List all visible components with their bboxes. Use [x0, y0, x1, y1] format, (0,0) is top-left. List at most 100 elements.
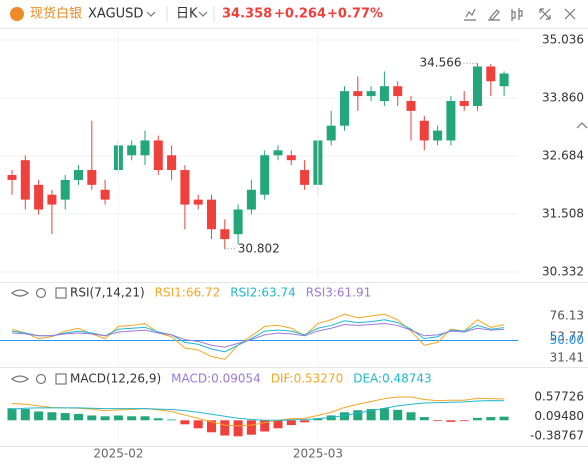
histogram-bar [486, 417, 496, 421]
histogram-bar [233, 420, 243, 437]
tool-button[interactable] [511, 8, 523, 21]
candle-body [127, 145, 137, 156]
histogram-bar [180, 420, 190, 425]
histogram-bar [193, 420, 203, 429]
y-tick-label: -0.38767 [530, 428, 584, 442]
indicator-line [11, 396, 505, 427]
symbol[interactable]: XAGUSD [88, 7, 143, 22]
candle-body [153, 140, 163, 171]
histogram-bar [379, 408, 389, 421]
x-tick-label: 2025-03 [293, 447, 343, 461]
candle-body [366, 91, 376, 97]
histogram-bar [366, 409, 376, 421]
histogram-bar [433, 420, 443, 422]
candle-body [353, 91, 363, 97]
histogram-bar [34, 411, 44, 421]
candle-body [180, 170, 190, 205]
histogram-bar [246, 420, 256, 435]
candle-body [60, 179, 70, 200]
visibility-toggle[interactable] [10, 375, 30, 383]
indicator-title: MACD(12,26,9) [70, 372, 161, 386]
histogram-bar [273, 420, 283, 429]
histogram-bar [153, 418, 163, 421]
dropdown-arrow[interactable] [146, 11, 156, 17]
histogram-bar [47, 412, 57, 421]
x-tick-label: 2025-02 [93, 447, 143, 461]
legend-entry: DEA:0.48743 [353, 372, 432, 386]
candle-body [286, 155, 296, 161]
candle-body [473, 66, 482, 106]
histogram-bar [300, 420, 310, 423]
y-tick-label: 32.684 [542, 149, 584, 163]
visibility-toggle[interactable] [10, 289, 30, 297]
histogram-bar [127, 416, 137, 421]
candle-body [20, 160, 30, 200]
candle-body [433, 130, 443, 141]
histogram-bar [74, 413, 83, 421]
histogram-bar [60, 413, 70, 421]
candle-body [326, 125, 336, 141]
candle-body [499, 73, 509, 87]
histogram-bar [313, 418, 323, 421]
candle-body [100, 189, 110, 200]
candle-body [246, 189, 256, 210]
candle-body [419, 120, 429, 141]
candle-body [7, 174, 17, 180]
y-tick-label: 0.09480 [534, 409, 584, 423]
y-tick-label: 76.13 [550, 308, 584, 322]
dropdown-arrow[interactable] [198, 11, 208, 17]
expand-button[interactable] [55, 287, 67, 299]
candle-body [379, 86, 389, 102]
settings-button[interactable] [35, 287, 47, 299]
indicator-line [11, 319, 505, 353]
histogram-bar [20, 409, 30, 421]
period[interactable]: 日K [176, 7, 198, 22]
candle-body [300, 170, 310, 185]
candle-body [167, 155, 177, 171]
candle-body [273, 150, 283, 156]
y-tick-label: 0.57726 [534, 390, 584, 404]
collapse-button[interactable] [576, 122, 588, 129]
price-change: +0.264 [274, 7, 326, 22]
candle-body [406, 101, 416, 111]
histogram-bar [419, 417, 429, 421]
candle-body [233, 209, 243, 235]
candle-body [220, 229, 230, 240]
indicator-title: RSI(7,14,21) [70, 286, 145, 300]
candle-body [459, 101, 469, 106]
price-change-pct: +0.77% [327, 7, 383, 22]
histogram-bar [286, 420, 296, 426]
expand-button[interactable] [55, 373, 67, 385]
close-button[interactable] [564, 8, 576, 20]
histogram-bar [113, 415, 123, 421]
candle-body [207, 199, 216, 230]
histogram-bar [140, 416, 150, 421]
y-tick-label: 31.41 [550, 351, 584, 365]
settings-button[interactable] [35, 373, 47, 385]
y-tick-label: 50.00 [550, 333, 584, 347]
legend-entry: RSI2:63.74 [230, 286, 296, 300]
candle-body [486, 66, 496, 82]
candle-body [74, 170, 83, 180]
histogram-bar [459, 420, 469, 422]
histogram-bar [207, 420, 216, 433]
max-annotation: 34.566 [420, 56, 462, 70]
tool-button[interactable] [464, 8, 476, 21]
candle-body [193, 199, 203, 205]
last-price: 34.358 [222, 7, 272, 22]
y-tick-label: 33.860 [542, 91, 584, 105]
candle-body [140, 140, 150, 156]
candle-body [260, 155, 270, 195]
histogram-bar [393, 409, 403, 421]
y-tick-label: 53.77 [550, 329, 584, 343]
macd-controls [10, 373, 67, 385]
tool-button[interactable] [488, 9, 500, 21]
histogram-bar [499, 416, 509, 421]
tool-button[interactable] [539, 8, 551, 20]
y-tick-label: 35.036 [542, 33, 584, 47]
histogram-bar [100, 416, 110, 421]
histogram-bar [473, 417, 482, 421]
histogram-bar [406, 412, 416, 421]
y-tick-label: 31.508 [542, 207, 584, 221]
